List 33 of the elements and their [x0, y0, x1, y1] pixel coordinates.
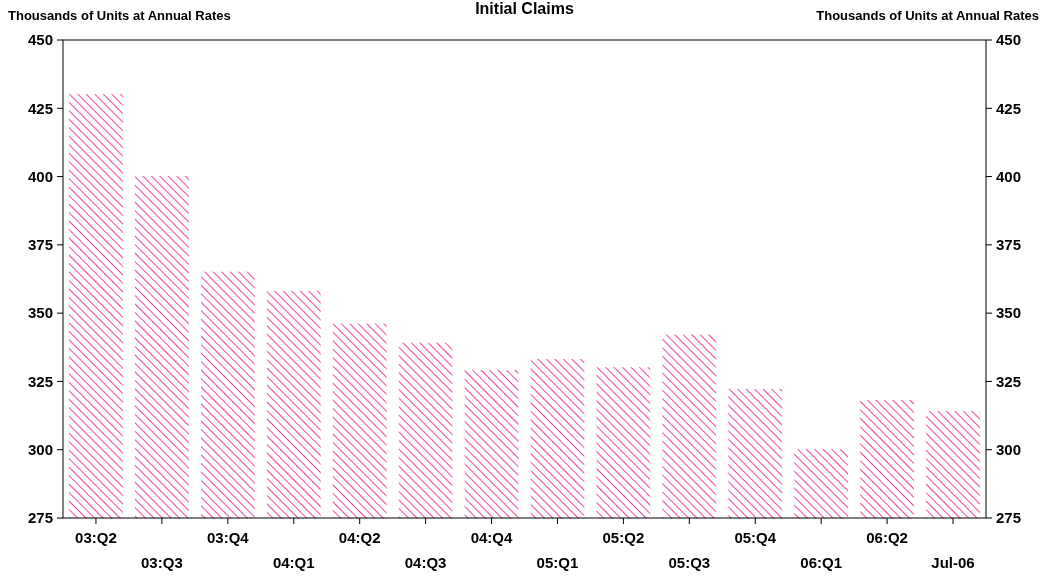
x-tick-label: 03:Q3 — [141, 554, 183, 571]
y2-tick-label: 275 — [996, 509, 1022, 527]
x-tick-label: 06:Q1 — [800, 554, 843, 571]
chart-title: Initial Claims — [475, 0, 574, 17]
y-tick-label: 275 — [27, 509, 53, 527]
y2-tick-label: 400 — [996, 167, 1022, 185]
x-tick-label: 04:Q2 — [338, 529, 381, 546]
x-tick-label: 05:Q3 — [668, 554, 711, 571]
x-tick-label: 05:Q4 — [734, 529, 777, 546]
y-axis-title: Thousands of Units at Annual Rates — [8, 8, 231, 23]
y-tick-label: 300 — [27, 440, 53, 458]
x-tick-label: 04:Q3 — [404, 554, 447, 571]
x-tick-label: Jul-06 — [931, 554, 975, 571]
y2-tick-label: 300 — [996, 440, 1022, 458]
y2-tick-label: 325 — [996, 372, 1022, 390]
y2-tick-label: 450 — [996, 31, 1022, 49]
y-tick-label: 350 — [27, 304, 53, 322]
y2-tick-label: 425 — [996, 99, 1022, 117]
x-tick-label: 05:Q1 — [536, 554, 579, 571]
y2-tick-label: 375 — [996, 236, 1022, 254]
y-tick-label: 325 — [27, 372, 53, 390]
y-tick-label: 450 — [27, 31, 53, 49]
y-tick-label: 425 — [27, 99, 53, 117]
x-tick-label: 06:Q2 — [866, 529, 908, 546]
x-tick-label: 03:Q4 — [206, 529, 250, 546]
y-tick-label: 400 — [27, 167, 53, 185]
y-tick-label: 375 — [27, 236, 53, 254]
x-tick-label: 03:Q2 — [75, 529, 117, 546]
x-tick-label: 05:Q2 — [602, 529, 645, 546]
x-tick-label: 04:Q4 — [470, 529, 514, 546]
y2-tick-label: 350 — [996, 304, 1022, 322]
y2-axis-title: Thousands of Units at Annual Rates — [816, 8, 1039, 23]
x-tick-label: 04:Q1 — [272, 554, 315, 571]
